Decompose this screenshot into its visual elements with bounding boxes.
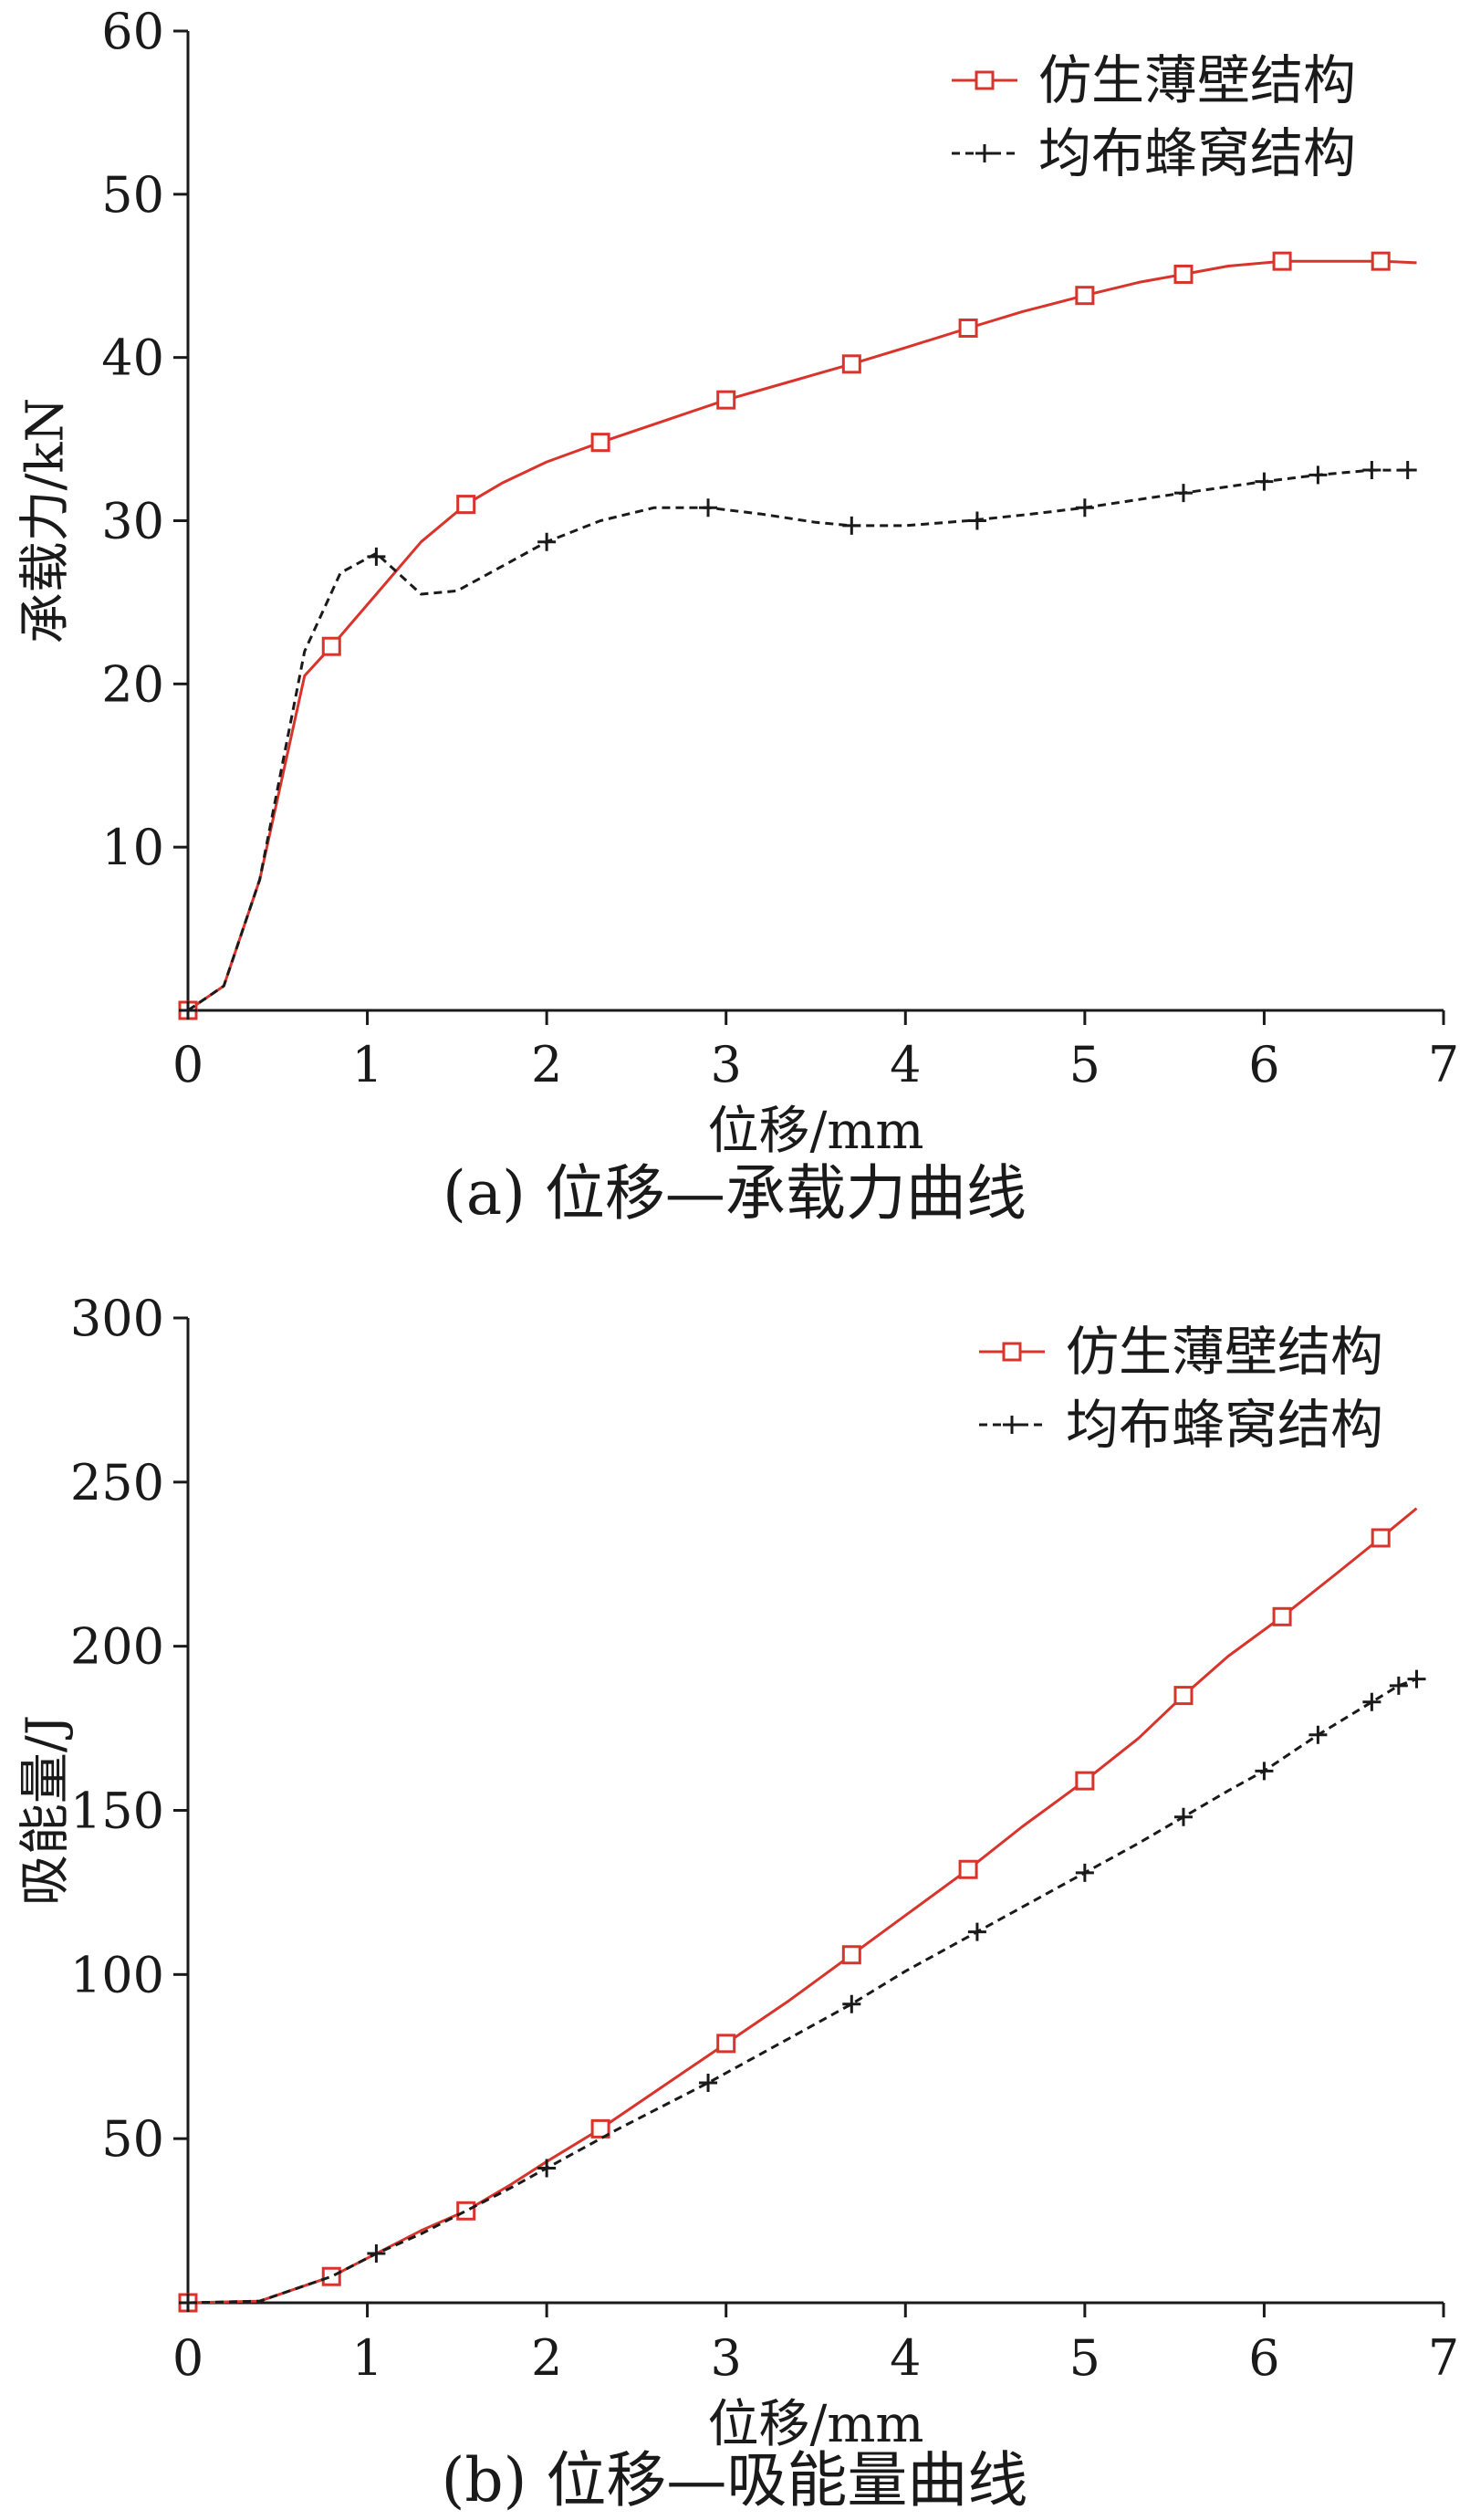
legend-label: 均布蜂窝结构	[1038, 122, 1356, 184]
data-point-square	[841, 1945, 861, 1965]
chart-panel-b: 0 1 2 3 4 5 6 7 50 100 150 200 250 300 位移/mm 吸能量/J (b) 位…	[16, 1290, 1460, 2515]
legend-marker-plus	[975, 144, 994, 162]
data-point-square	[1075, 1771, 1095, 1791]
series-line-1	[187, 1678, 1418, 2305]
data-point-plus	[1173, 1807, 1193, 1826]
figure-caption: (a) 位移—承载力曲线	[443, 1158, 1027, 1229]
y-tick-label: 50	[101, 2110, 164, 2168]
x-tick-label: 4	[890, 2329, 921, 2387]
y-tick-label: 250	[70, 1454, 164, 1511]
data-point-plus	[1398, 461, 1417, 480]
x-tick-label: 2	[531, 2329, 562, 2387]
y-axis-label: 吸能量/J	[16, 1715, 76, 1906]
y-tick-label: 100	[70, 1946, 164, 2003]
legend-label: 仿生薄壁结构	[1038, 49, 1356, 111]
x-tick-label: 7	[1428, 1036, 1459, 1093]
x-tick-label: 0	[172, 1036, 203, 1093]
data-point-plus	[1075, 498, 1094, 518]
legend-marker-square	[975, 70, 995, 90]
data-point-square	[1075, 286, 1095, 306]
data-point-plus	[967, 511, 986, 530]
data-point-plus	[537, 532, 557, 551]
data-point-square	[716, 390, 736, 410]
x-tick-label: 6	[1248, 2329, 1279, 2387]
x-axis-label: 位移/mm	[707, 1102, 923, 1161]
y-tick-label: 10	[101, 819, 164, 876]
data-point-plus	[1407, 1669, 1426, 1689]
x-tick-label: 1	[351, 2329, 382, 2387]
data-point-square	[958, 1859, 978, 1879]
data-point-square	[1371, 1528, 1391, 1548]
data-point-plus	[367, 547, 386, 566]
series-line-0	[187, 259, 1417, 1012]
data-point-plus	[179, 1001, 197, 1020]
data-point-plus	[1255, 1762, 1274, 1781]
series-line-0	[187, 1507, 1418, 2305]
y-tick-label: 30	[101, 493, 164, 550]
data-point-plus	[1075, 1863, 1094, 1882]
legend-label: 均布蜂窝结构	[1066, 1394, 1383, 1456]
data-point-plus	[842, 516, 861, 535]
data-point-square	[590, 433, 610, 453]
data-point-plus	[1308, 1725, 1328, 1744]
data-point-plus	[967, 1922, 986, 1941]
data-point-plus	[179, 2294, 197, 2312]
data-point-square	[841, 354, 861, 374]
series-line-1	[187, 468, 1408, 1012]
x-tick-label: 3	[711, 1036, 742, 1093]
y-tick-label: 150	[70, 1783, 164, 1840]
data-point-square	[456, 2201, 476, 2221]
chart-panel-a: 0 1 2 3 4 5 6 7 10 20 30 40 50 60 位移/mm 承载力/kN (a) 位移—承载…	[16, 3, 1460, 1229]
y-tick-label: 60	[101, 3, 164, 60]
y-tick-label: 20	[101, 655, 164, 713]
data-point-plus	[1173, 484, 1193, 503]
data-point-plus	[1308, 465, 1328, 485]
x-tick-label: 6	[1248, 1036, 1279, 1093]
legend-marker-square	[1002, 1342, 1022, 1362]
data-point-square	[1173, 264, 1194, 284]
data-point-plus	[842, 1994, 861, 2013]
data-point-square	[321, 636, 341, 656]
y-axis-label: 承载力/kN	[16, 398, 76, 644]
x-tick-label: 0	[172, 2329, 203, 2387]
data-point-plus	[699, 498, 718, 518]
y-tick-label: 50	[101, 166, 164, 224]
x-tick-label: 4	[890, 1036, 921, 1093]
legend-marker-plus	[1003, 1416, 1021, 1434]
data-point-square	[1173, 1686, 1194, 1706]
figure-caption: (b) 位移—吸能量曲线	[442, 2445, 1028, 2515]
data-point-plus	[1362, 461, 1381, 480]
data-point-plus	[367, 2244, 386, 2264]
x-tick-label: 7	[1428, 2329, 1459, 2387]
x-tick-label: 3	[711, 2329, 742, 2387]
x-tick-label: 5	[1069, 2329, 1100, 2387]
x-axis-label: 位移/mm	[707, 2395, 923, 2454]
x-tick-label: 2	[531, 1036, 562, 1093]
data-point-square	[1272, 1606, 1292, 1626]
data-point-plus	[1255, 472, 1274, 491]
data-point-square	[456, 495, 476, 515]
x-tick-label: 5	[1069, 1036, 1100, 1093]
data-point-square	[1371, 251, 1391, 271]
legend-label: 仿生薄壁结构	[1066, 1321, 1383, 1383]
data-point-plus	[537, 2159, 557, 2178]
data-point-square	[716, 2034, 736, 2054]
y-tick-label: 40	[101, 329, 164, 387]
data-point-square	[321, 2266, 341, 2286]
y-tick-label: 300	[70, 1290, 164, 1347]
data-point-plus	[699, 2074, 718, 2093]
y-tick-label: 200	[70, 1618, 164, 1676]
x-tick-label: 1	[351, 1036, 382, 1093]
data-point-square	[958, 318, 978, 338]
data-point-plus	[1362, 1692, 1381, 1711]
data-point-square	[1272, 251, 1292, 271]
data-point-square	[590, 2118, 610, 2138]
data-point-plus	[1389, 1676, 1408, 1695]
